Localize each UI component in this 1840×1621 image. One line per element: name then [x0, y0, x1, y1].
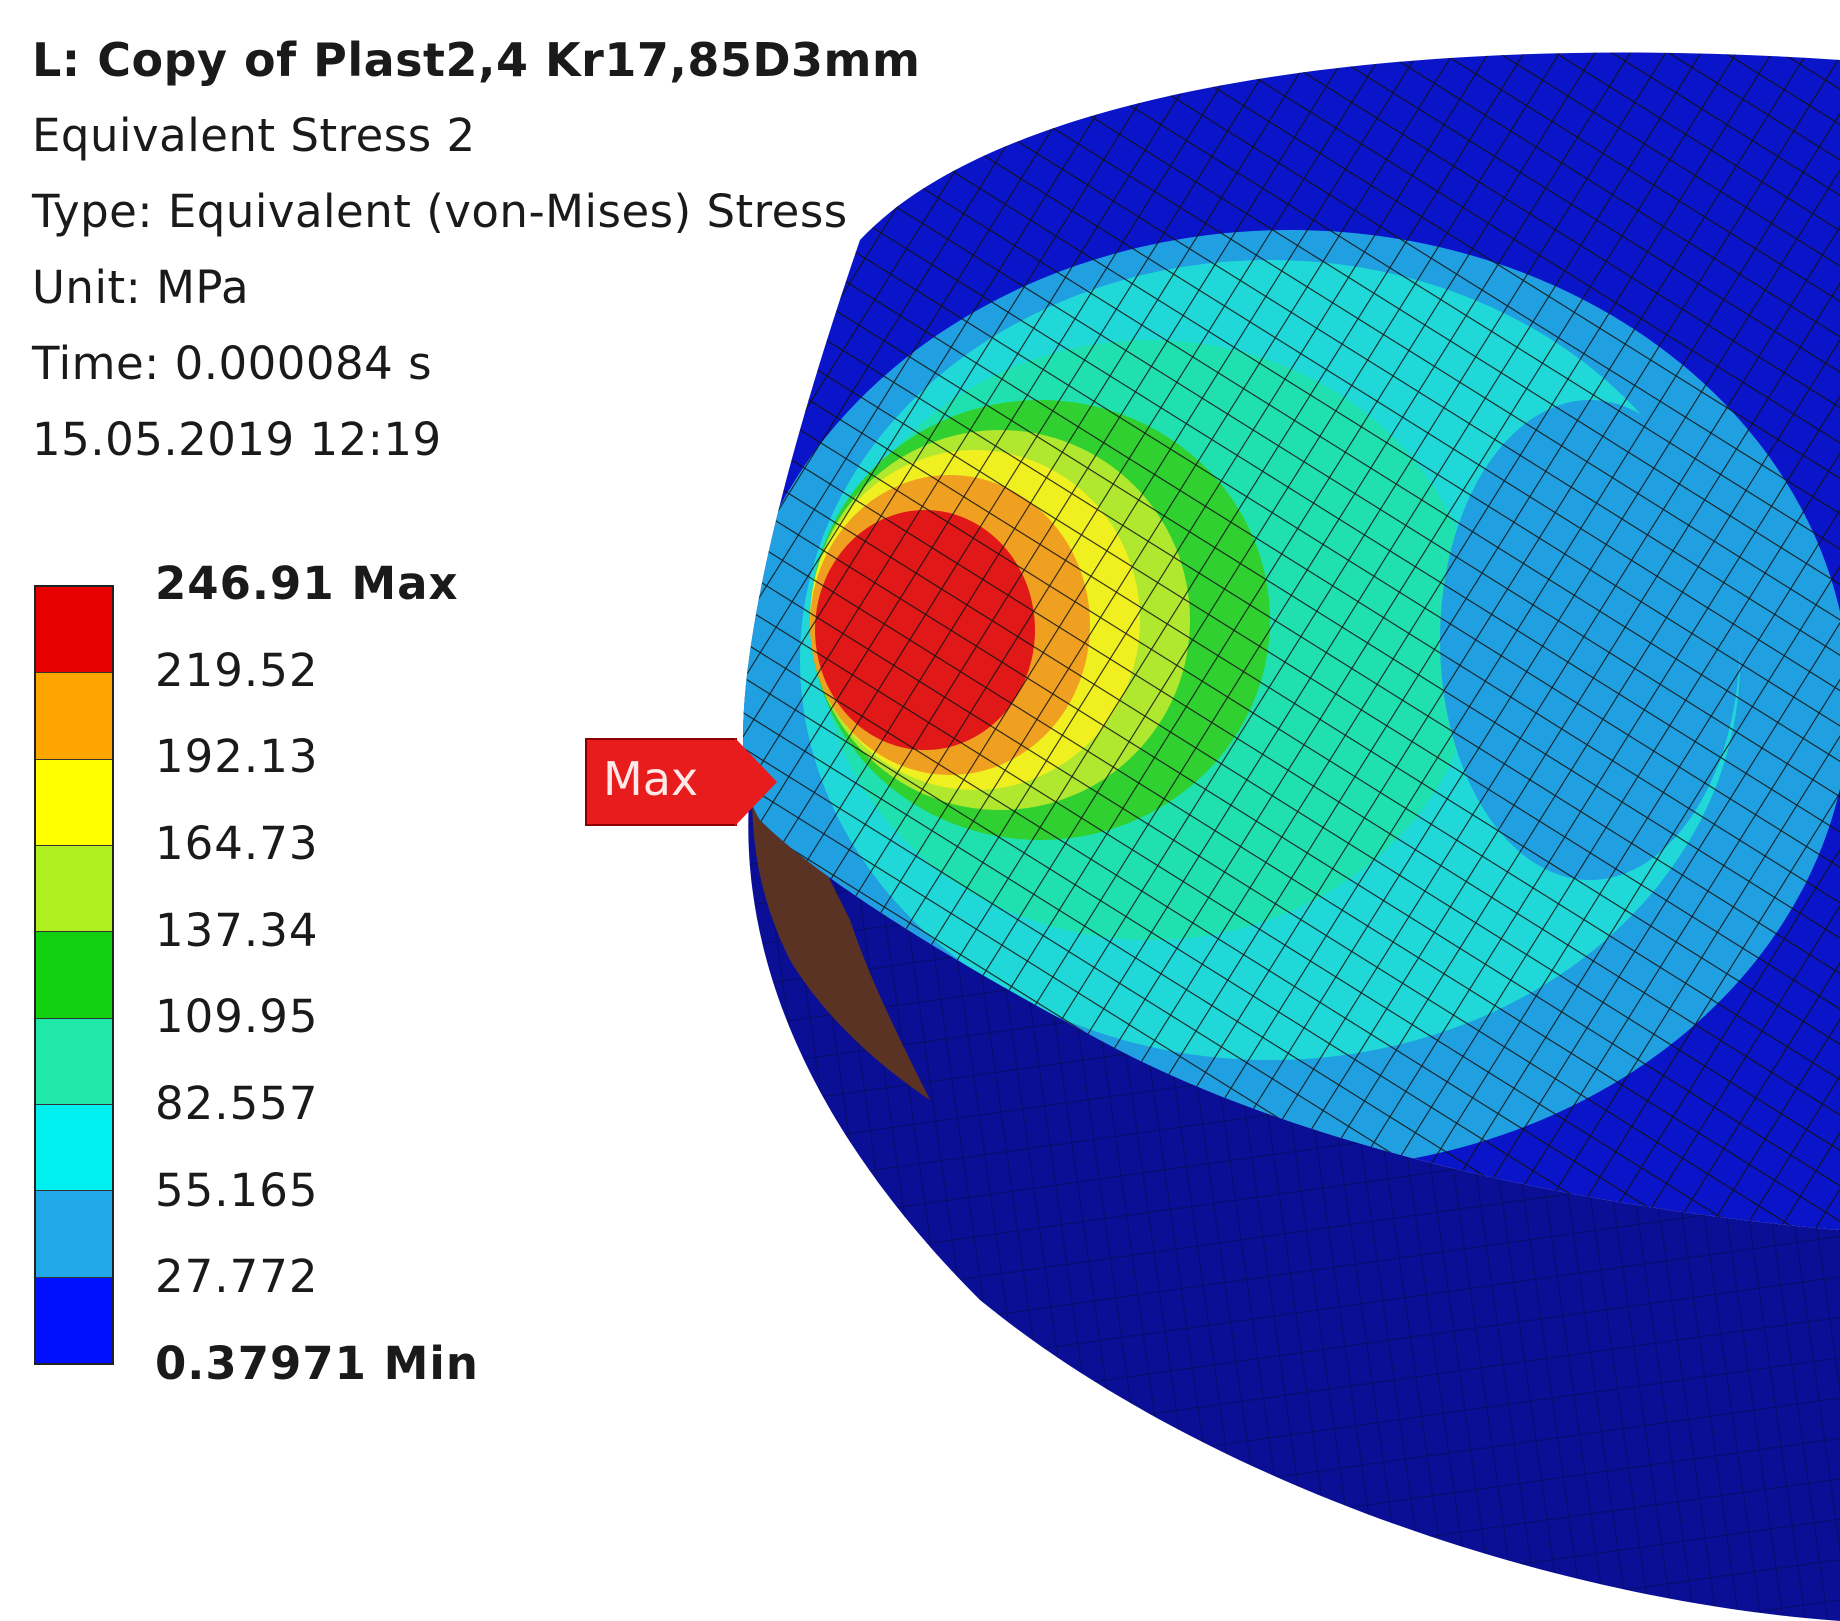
result-timestamp: 15.05.2019 12:19: [32, 413, 442, 466]
analysis-title: L: Copy of Plast2,4 Kr17,85D3mm: [32, 33, 921, 87]
legend-band: [36, 1277, 112, 1363]
legend-band: [36, 673, 112, 760]
legend-band: [36, 1018, 112, 1105]
legend-max-label: 246.91 Max: [155, 557, 459, 610]
max-probe-label[interactable]: Max: [585, 738, 777, 826]
legend-tick-label: 219.52: [155, 643, 319, 697]
legend-tick-label: 27.772: [155, 1250, 319, 1304]
legend-tick-label: 137.34: [155, 903, 319, 957]
legend-band: [36, 845, 112, 933]
legend-tick-label: 109.95: [155, 990, 319, 1044]
disk-top-face: [743, 52, 1840, 1230]
legend-tick-label: 82.557: [155, 1077, 319, 1130]
legend-band: [36, 932, 112, 1019]
legend-band: [36, 759, 112, 846]
max-probe-text: Max: [603, 752, 699, 806]
color-legend-bar[interactable]: [34, 585, 114, 1365]
legend-tick-label: 164.73: [155, 817, 319, 870]
legend-tick-label: 55.165: [155, 1163, 319, 1217]
result-name: Equivalent Stress 2: [32, 109, 476, 162]
legend-band: [36, 1104, 112, 1192]
result-type: Type: Equivalent (von-Mises) Stress: [32, 185, 848, 238]
legend-min-label: 0.37971 Min: [155, 1337, 479, 1390]
legend-band: [36, 1191, 112, 1278]
max-probe-box: [585, 738, 737, 826]
max-probe-pointer: [735, 738, 777, 826]
legend-tick-label: 192.13: [155, 730, 319, 784]
legend-band: [36, 587, 112, 674]
result-unit: Unit: MPa: [32, 261, 250, 314]
result-time: Time: 0.000084 s: [32, 337, 433, 390]
result-header: L: Copy of Plast2,4 Kr17,85D3mm Equivale…: [32, 22, 920, 478]
